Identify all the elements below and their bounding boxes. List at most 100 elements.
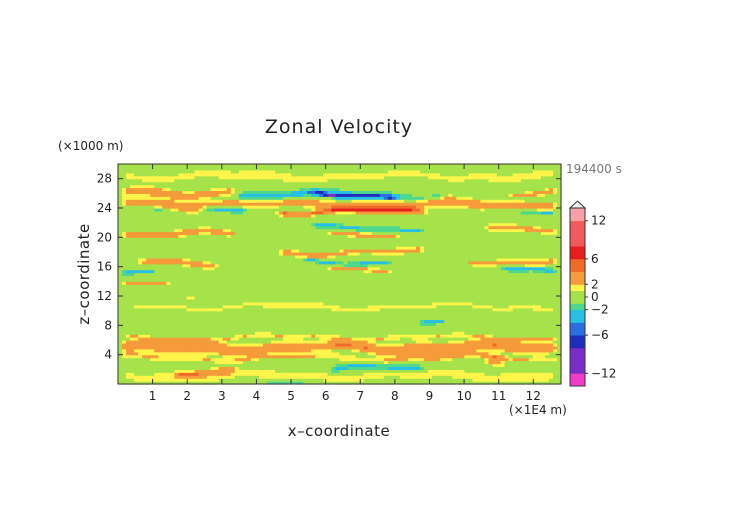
heatmap-cell xyxy=(375,354,381,359)
heatmap-cell xyxy=(202,334,208,338)
heatmap-cell xyxy=(556,369,562,373)
heatmap-cell xyxy=(524,360,530,365)
heatmap-cell xyxy=(536,345,542,350)
heatmap-cell xyxy=(520,372,526,376)
heatmap-cell xyxy=(492,363,498,367)
heatmap-cell xyxy=(271,381,276,385)
heatmap-cell xyxy=(303,375,308,379)
heatmap-cell xyxy=(283,378,288,382)
heatmap-cell xyxy=(448,366,453,370)
heatmap-cell xyxy=(154,342,159,347)
heatmap-cell xyxy=(126,369,131,373)
heatmap-cell xyxy=(307,360,312,365)
heatmap-cell xyxy=(367,363,373,367)
heatmap-cell xyxy=(416,378,421,382)
heatmap-cell xyxy=(186,351,192,356)
heatmap-cell xyxy=(440,369,445,373)
heatmap-cell xyxy=(307,363,312,367)
heatmap-cell xyxy=(399,348,405,353)
heatmap-cell xyxy=(186,360,192,365)
heatmap-cell xyxy=(230,340,236,344)
heatmap-cell xyxy=(387,363,393,367)
heatmap-cell xyxy=(552,372,558,376)
heatmap-cell xyxy=(544,337,550,341)
heatmap-cell xyxy=(210,360,216,365)
heatmap-cell xyxy=(512,366,518,370)
heatmap-cell xyxy=(504,357,510,362)
heatmap-cell xyxy=(178,375,184,379)
heatmap-cell xyxy=(379,363,385,367)
heatmap-cell xyxy=(488,375,494,379)
heatmap-cell xyxy=(371,340,377,344)
heatmap-cell xyxy=(295,357,300,362)
heatmap-cell xyxy=(351,357,357,362)
heatmap-cell xyxy=(279,340,284,344)
heatmap-cell xyxy=(383,345,389,350)
heatmap-cell xyxy=(222,372,228,376)
heatmap-cell xyxy=(387,375,393,379)
heatmap-cell xyxy=(130,337,135,341)
heatmap-cell xyxy=(359,340,365,344)
heatmap-cell xyxy=(142,372,147,376)
heatmap-cell xyxy=(174,345,180,350)
heatmap-cell xyxy=(508,337,514,341)
heatmap-cell xyxy=(250,381,256,385)
heatmap-cell xyxy=(428,351,433,356)
heatmap-cell xyxy=(134,360,139,365)
heatmap-cell xyxy=(460,345,465,350)
heatmap-cell xyxy=(395,348,401,353)
heatmap-cell xyxy=(436,366,441,370)
heatmap-cell xyxy=(214,381,220,385)
heatmap-cell xyxy=(262,381,268,385)
x-axis-unit: (×1E4 m) xyxy=(509,403,567,417)
heatmap-cell xyxy=(504,340,510,344)
heatmap-cell xyxy=(271,372,276,376)
heatmap-cell xyxy=(315,366,320,370)
heatmap-cell xyxy=(472,360,478,365)
heatmap-cell xyxy=(126,372,131,376)
heatmap-cell xyxy=(242,372,248,376)
heatmap-cell xyxy=(158,360,163,365)
heatmap-cell xyxy=(383,348,389,353)
heatmap-cell xyxy=(420,351,425,356)
heatmap-cell xyxy=(424,354,429,359)
heatmap-cell xyxy=(287,381,292,385)
heatmap-cell xyxy=(162,340,167,344)
heatmap-cell xyxy=(218,345,224,350)
heatmap-cell xyxy=(399,337,405,341)
heatmap-cell xyxy=(303,340,308,344)
heatmap-cell xyxy=(146,345,151,350)
heatmap-cell xyxy=(420,345,425,350)
heatmap-cell xyxy=(250,348,256,353)
heatmap-cell xyxy=(339,363,345,367)
heatmap-cell xyxy=(210,337,216,341)
heatmap-cell xyxy=(299,378,304,382)
heatmap-cell xyxy=(283,348,288,353)
heatmap-cell xyxy=(407,342,413,347)
heatmap-cell xyxy=(536,360,542,365)
heatmap-cell xyxy=(234,354,240,359)
heatmap-cell xyxy=(403,357,409,362)
heatmap-cell xyxy=(371,357,377,362)
heatmap-cell xyxy=(456,345,461,350)
heatmap-cell xyxy=(524,342,530,347)
heatmap-cell xyxy=(464,340,469,344)
heatmap-cell xyxy=(452,354,457,359)
heatmap-cell xyxy=(476,337,482,341)
heatmap-cell xyxy=(158,351,163,356)
heatmap-cell xyxy=(246,337,252,341)
heatmap-cell xyxy=(504,363,510,367)
heatmap-cell xyxy=(492,337,498,341)
heatmap-cell xyxy=(391,357,397,362)
heatmap-cell xyxy=(347,340,353,344)
heatmap-cell xyxy=(178,369,184,373)
heatmap-cell xyxy=(524,375,530,379)
heatmap-cell xyxy=(287,363,292,367)
heatmap-cell xyxy=(178,378,184,382)
heatmap-cell xyxy=(130,354,135,359)
heatmap-cell xyxy=(355,363,361,367)
heatmap-cell xyxy=(250,342,256,347)
heatmap-cell xyxy=(428,360,433,365)
heatmap-cell xyxy=(540,369,546,373)
heatmap-cell xyxy=(492,357,498,362)
